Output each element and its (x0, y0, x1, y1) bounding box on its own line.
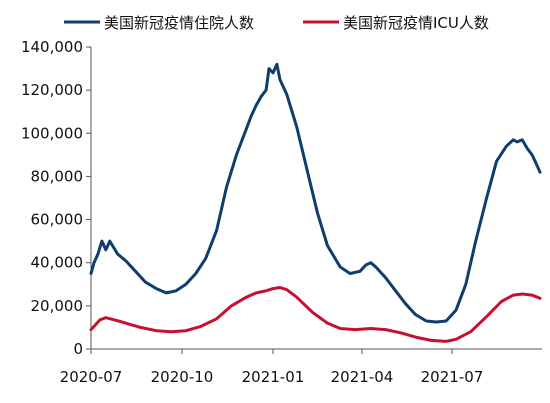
axes (86, 46, 542, 354)
y-axis-tick-labels: 0 20,000 40,000 60,000 80,000 100,000 120,000 1… (21, 38, 83, 358)
x-axis-tick-labels: 2020-07 2020-10 2021-01 2021-04 2021-07 (60, 368, 484, 386)
x-tick-label: 2020-07 (60, 368, 123, 386)
y-tick-label: 80,000 (31, 167, 84, 185)
y-tick-label: 120,000 (21, 81, 83, 99)
y-tick-label: 140,000 (21, 38, 83, 56)
series-line-hospitalized (89, 62, 542, 324)
series-line-icu (89, 286, 542, 343)
series-lines (89, 62, 542, 343)
legend-label-icu: 美国新冠疫情ICU人数 (343, 14, 489, 32)
legend: 美国新冠疫情住院人数 美国新冠疫情ICU人数 (64, 14, 489, 32)
y-tick-label: 60,000 (31, 211, 84, 229)
y-tick-label: 100,000 (21, 124, 83, 142)
legend-label-hospitalized: 美国新冠疫情住院人数 (104, 14, 254, 32)
y-tick-label: 40,000 (31, 254, 84, 272)
x-tick-label: 2021-01 (242, 368, 305, 386)
y-tick-label: 0 (73, 340, 83, 358)
x-tick-label: 2021-04 (331, 368, 394, 386)
x-tick-label: 2021-07 (421, 368, 484, 386)
y-tick-label: 20,000 (31, 297, 84, 315)
x-tick-label: 2020-10 (151, 368, 214, 386)
